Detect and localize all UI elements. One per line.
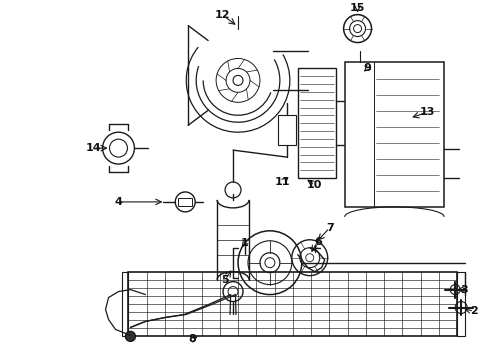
Text: 13: 13: [419, 107, 435, 117]
Text: 4: 4: [115, 197, 122, 207]
Text: 3: 3: [460, 284, 468, 294]
Text: 10: 10: [307, 180, 322, 190]
Text: 6: 6: [314, 237, 321, 247]
Text: 11: 11: [275, 177, 291, 187]
Bar: [278, 115, 296, 145]
Circle shape: [125, 332, 135, 341]
Text: 14: 14: [86, 143, 101, 153]
Text: 12: 12: [214, 10, 230, 20]
Text: 1: 1: [241, 238, 249, 248]
Text: 5: 5: [221, 275, 229, 285]
Bar: [457, 272, 465, 336]
Bar: [178, 198, 192, 206]
Text: 2: 2: [470, 306, 478, 316]
Bar: [122, 272, 128, 336]
Text: 9: 9: [364, 63, 371, 73]
Text: 15: 15: [350, 3, 365, 13]
Text: 7: 7: [326, 223, 334, 233]
Bar: [298, 68, 336, 178]
Bar: [344, 62, 444, 207]
Text: 8: 8: [188, 334, 196, 345]
Bar: [128, 272, 457, 336]
